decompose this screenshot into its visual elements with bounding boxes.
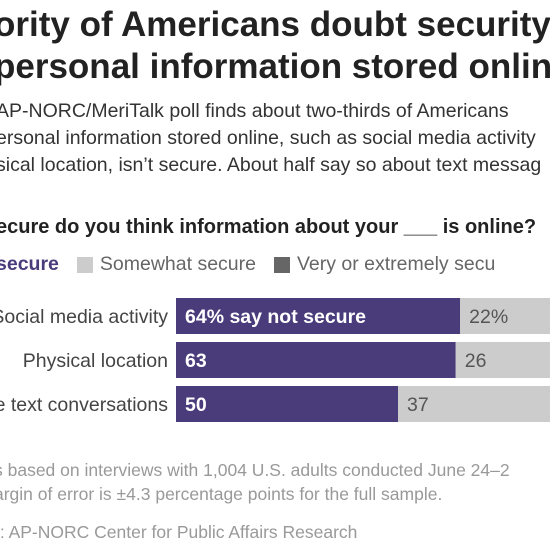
data-label-somewhat-secure-social-media-activity: 22% <box>469 306 508 328</box>
legend: secure Somewhat secure Very or extremely… <box>0 253 513 276</box>
data-label-somewhat-secure-e-text-conversations: 37 <box>407 394 429 416</box>
bar-not-secure-e-text-conversations <box>176 386 398 422</box>
data-label-not-secure-social-media-activity: 64% say not secure <box>185 306 366 328</box>
note-line-2: argin of error is ±4.3 percentage points… <box>0 484 443 504</box>
chart-subtitle: AP-NORC/MeriTalk poll finds about two-th… <box>0 98 550 179</box>
legend-swatch-very-secure <box>273 256 290 273</box>
bar-not-secure-social-media-activity <box>176 298 461 334</box>
legend-item-very-secure: Very or extremely secu <box>273 253 496 276</box>
bar-not-secure-physical-location <box>176 342 456 378</box>
title-line-2: personal information stored online <box>0 47 550 86</box>
bar-chart: Social media activity 64% say not secure 2… <box>0 298 550 422</box>
title-line-1: ority of Americans doubt security <box>0 5 550 44</box>
subtitle-line-1: AP-NORC/MeriTalk poll finds about two-th… <box>0 100 509 122</box>
legend-item-not-secure: secure <box>0 253 59 276</box>
legend-item-somewhat-secure: Somewhat secure <box>76 253 256 276</box>
category-label-physical-location: Physical location <box>23 350 168 372</box>
legend-label-very-secure: Very or extremely secu <box>296 253 496 275</box>
legend-label-not-secure: secure <box>0 253 59 275</box>
bar-somewhat-secure-e-text-conversations <box>398 386 550 422</box>
bar-somewhat-secure-social-media-activity <box>460 298 550 334</box>
legend-label-somewhat-secure: Somewhat secure <box>99 253 256 275</box>
chart-source: r: AP-NORC Center for Public Affairs Res… <box>0 522 358 542</box>
data-label-somewhat-secure-physical-location: 26 <box>465 350 487 372</box>
chart-title: ority of Americans doubt security person… <box>0 4 550 88</box>
data-label-not-secure-e-text-conversations: 50 <box>185 394 207 416</box>
bar-somewhat-secure-physical-location <box>455 342 550 378</box>
category-label-social-media-activity: Social media activity <box>0 306 168 328</box>
chart-note: s based on interviews with 1,004 U.S. ad… <box>0 458 510 506</box>
legend-swatch-somewhat-secure <box>76 256 93 273</box>
note-line-1: s based on interviews with 1,004 U.S. ad… <box>0 460 510 480</box>
category-label-e-text-conversations: e text conversations <box>0 394 168 416</box>
survey-question: ecure do you think information about you… <box>0 216 537 238</box>
subtitle-line-2: ersonal information stored online, such … <box>0 127 536 149</box>
subtitle-line-3: sical location, isn’t secure. About half… <box>0 154 542 176</box>
data-label-not-secure-physical-location: 63 <box>185 350 207 372</box>
